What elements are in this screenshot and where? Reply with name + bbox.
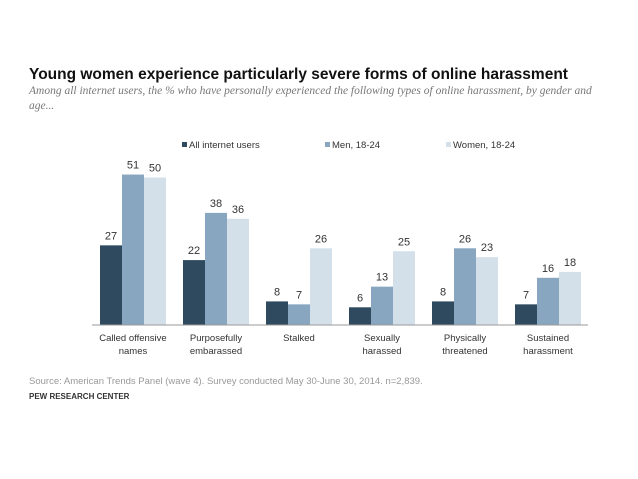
bar [227, 218, 249, 325]
data-label: 16 [542, 263, 554, 275]
data-label: 25 [398, 236, 410, 248]
data-label: 50 [149, 163, 161, 175]
category-label: Purposefully [190, 333, 243, 344]
category-label: Sustained [527, 333, 569, 344]
legend-label: All internet users [189, 140, 260, 151]
data-label: 13 [376, 272, 388, 284]
data-label: 7 [523, 289, 529, 301]
data-label: 8 [440, 286, 446, 298]
bar [371, 286, 393, 325]
category-label: harassment [523, 346, 573, 357]
data-label: 8 [274, 286, 280, 298]
bar [432, 301, 454, 325]
bar [310, 248, 332, 325]
legend-label: Men, 18-24 [332, 140, 381, 151]
data-label: 51 [127, 160, 139, 172]
data-label: 27 [105, 230, 117, 242]
chart-title: Young women experience particularly seve… [29, 66, 568, 83]
legend-swatch [325, 142, 330, 147]
data-label: 7 [296, 289, 302, 301]
category-label: names [119, 346, 148, 357]
bar [205, 212, 227, 325]
bar [476, 257, 498, 325]
bar [183, 260, 205, 325]
data-label: 23 [481, 242, 493, 254]
legend-item-women: Women, 18-24 [446, 140, 515, 151]
bar [393, 251, 415, 325]
category-label: harassed [362, 346, 401, 357]
source-note: Source: American Trends Panel (wave 4). … [29, 376, 423, 387]
legend-label: Women, 18-24 [453, 140, 516, 151]
bar [122, 174, 144, 325]
category-label: Physically [444, 333, 486, 344]
data-label: 38 [210, 198, 222, 210]
data-label: 18 [564, 257, 576, 269]
data-label: 22 [188, 245, 200, 257]
bar [100, 245, 122, 325]
chart-subtitle: Among all internet users, the % who have… [29, 85, 592, 112]
category-label: Sexually [364, 333, 400, 344]
bar [288, 304, 310, 325]
data-label: 26 [459, 233, 471, 245]
legend-swatch [446, 142, 451, 147]
legend-item-men: Men, 18-24 [325, 140, 380, 151]
data-label: 6 [357, 292, 363, 304]
bar [559, 271, 581, 325]
bar [515, 304, 537, 325]
brand-label: PEW RESEARCH CENTER [29, 392, 130, 401]
data-label: 26 [315, 233, 327, 245]
legend-item-all: All internet users [182, 140, 260, 151]
bar [454, 248, 476, 325]
category-label: embarassed [190, 346, 242, 357]
bar [144, 177, 166, 325]
bar [266, 301, 288, 325]
category-label: Called offensive [99, 333, 166, 344]
legend-swatch [182, 142, 187, 147]
bar [537, 277, 559, 325]
data-label: 36 [232, 204, 244, 216]
bar [349, 307, 371, 325]
category-label: Stalked [283, 333, 315, 344]
category-label: threatened [442, 346, 487, 357]
